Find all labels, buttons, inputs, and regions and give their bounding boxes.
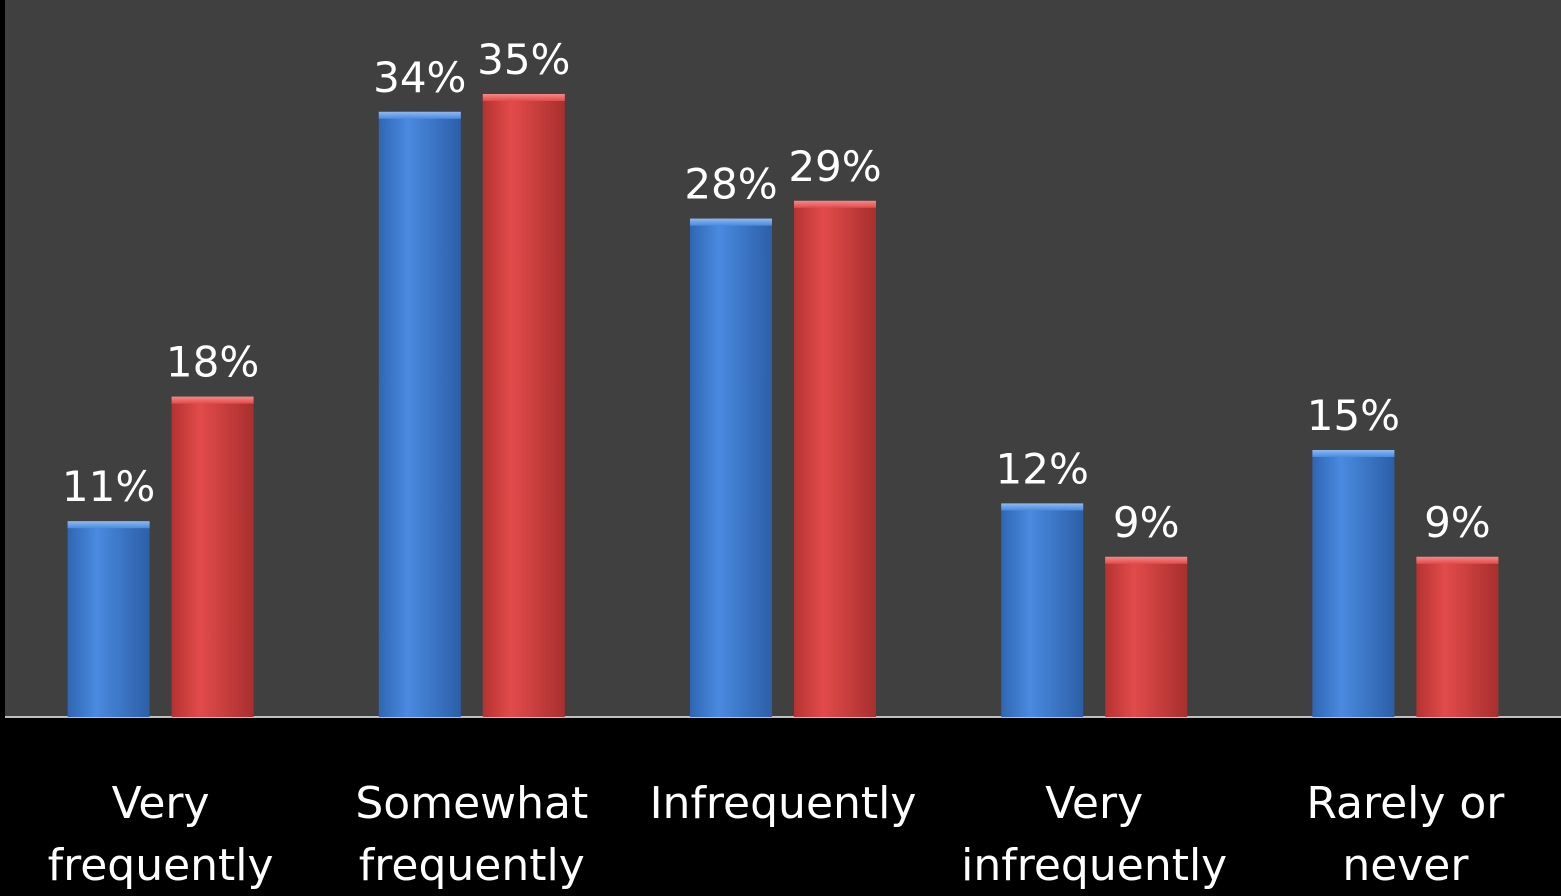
category-labels-layer: Very frequently Somewhat frequently Infreque… [48, 778, 1506, 891]
data-label-series-2-cat-2: 35% [477, 35, 570, 84]
bar-cap-series-1-cat-3 [690, 218, 772, 226]
data-label-series-1-cat-1: 11% [62, 462, 155, 511]
bar-cap-series-1-cat-5 [1312, 450, 1395, 457]
bar-series-1-cat-2 [378, 111, 461, 718]
data-label-series-1-cat-4: 12% [996, 444, 1089, 493]
bar-cap-series-2-cat-2 [482, 94, 565, 101]
category-label-line: never [1342, 840, 1469, 891]
category-label-5: Rarely or never [1306, 778, 1505, 891]
bar-cap-series-2-cat-3 [794, 200, 876, 208]
bar-cap-series-2-cat-4 [1105, 556, 1188, 564]
category-label-line: Very [1045, 778, 1143, 829]
data-label-series-2-cat-3: 29% [788, 142, 881, 191]
category-label-line: Very [112, 778, 210, 829]
category-label-line: frequently [359, 840, 585, 891]
bar-cap-series-1-cat-1 [67, 521, 150, 529]
bars-layer [67, 94, 1499, 718]
bar-series-2-cat-1 [171, 396, 254, 717]
data-label-series-1-cat-5: 15% [1307, 391, 1400, 440]
category-label-4: Very infrequently [961, 778, 1227, 891]
bar-cap-series-2-cat-1 [171, 396, 254, 404]
bar-series-2-cat-4 [1105, 556, 1188, 717]
category-label-3: Infrequently [650, 778, 917, 829]
plot-area [5, 0, 1561, 717]
category-label-line: Infrequently [650, 778, 917, 829]
bar-cap-series-1-cat-2 [378, 111, 461, 119]
bar-series-1-cat-1 [67, 521, 150, 717]
category-label-line: Somewhat [355, 778, 588, 829]
category-label-line: infrequently [961, 840, 1227, 891]
bar-series-1-cat-4 [1001, 503, 1084, 717]
category-label-line: Rarely or [1306, 778, 1505, 829]
data-label-series-1-cat-2: 34% [373, 53, 466, 102]
data-label-series-2-cat-4: 9% [1113, 498, 1180, 547]
bar-cap-series-2-cat-5 [1416, 556, 1499, 564]
data-labels-layer: 11% 18% 34% 35% 28% 29% 12% 9% 15% 9% [62, 35, 1491, 547]
category-label-1: Very frequently [48, 778, 274, 891]
bar-series-2-cat-2 [482, 94, 565, 717]
bar-series-2-cat-5 [1416, 556, 1499, 717]
bar-series-1-cat-5 [1312, 450, 1395, 717]
category-label-line: frequently [48, 840, 274, 891]
data-label-series-2-cat-5: 9% [1424, 498, 1491, 547]
bar-cap-series-1-cat-4 [1001, 503, 1084, 511]
data-label-series-1-cat-3: 28% [684, 160, 777, 209]
data-label-series-2-cat-1: 18% [166, 338, 259, 387]
category-label-2: Somewhat frequently [355, 778, 588, 891]
bar-series-2-cat-3 [794, 200, 876, 718]
bar-series-1-cat-3 [690, 218, 772, 717]
